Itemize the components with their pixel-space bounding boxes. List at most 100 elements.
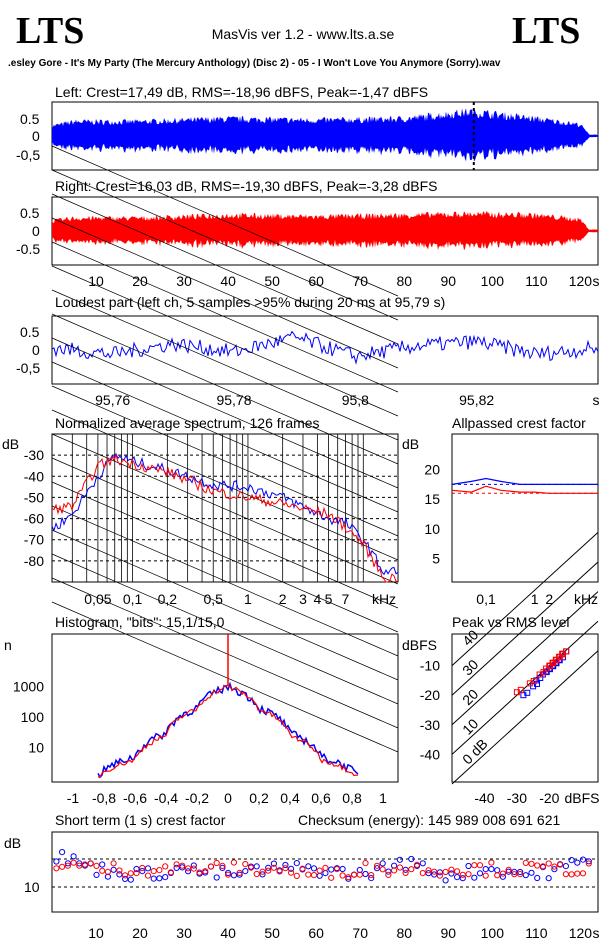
peak-rms-diagonal (451, 591, 599, 726)
peak-rms-ytick-label: -40 (420, 746, 440, 762)
histogram-xtick-label: 0,6 (311, 790, 331, 806)
short-crest-point (499, 873, 506, 880)
peak-rms-xtick-label: -20 (539, 790, 559, 806)
waveform-left-signal (52, 108, 598, 162)
peak-rms-frame (451, 633, 599, 783)
short-crest-point (293, 872, 300, 880)
short-crest-point (579, 870, 587, 877)
spectrum-slope-line (51, 601, 399, 753)
waveform-xtick-label: 70 (352, 273, 368, 289)
crest-allpass-left (451, 477, 598, 485)
short-crest-point (328, 874, 335, 881)
loudest-xtick-label: 95,8 (342, 392, 369, 408)
loudest-xtick-label: s (593, 392, 600, 408)
short-crest-point (328, 866, 335, 873)
short-crest-point (396, 856, 403, 863)
short-crest-point (511, 871, 518, 878)
crest-allpass-xtick-label: 1 (531, 591, 539, 607)
crest-allpass-right (451, 485, 598, 494)
short-crest-point (196, 869, 203, 876)
waveform-xtick-label: 10 (88, 273, 104, 289)
short-crest-point (293, 860, 300, 867)
short-crest-point (110, 866, 117, 873)
short-crest-point (81, 861, 89, 868)
spectrum-left (51, 452, 399, 576)
waveform-xtick-label: 80 (396, 273, 412, 289)
spectrum-slope-line (51, 553, 399, 705)
short-crest-point (362, 860, 369, 867)
histogram-xtick-label: 0,8 (342, 790, 362, 806)
short-crest-point (465, 871, 472, 878)
histogram-title: Histogram, "bits": 15,1/15,0 (55, 614, 225, 630)
peak-rms-point (524, 689, 531, 696)
short-crest-xticks: 10 20 30 40 50 60 70 80 90 100 110 120 s (88, 925, 599, 941)
short-crest-point (242, 861, 249, 868)
short-crest-point (133, 870, 140, 877)
crest-allpass-ytick-label: 15 (424, 491, 440, 507)
spectrum-grid (51, 145, 399, 753)
loudest-xtick-label: 95,76 (95, 392, 130, 408)
loudest-xticks: 95,76 95,78 95,8 95,82 s (95, 392, 599, 408)
short-crest-point (270, 860, 277, 867)
app-title: MasVis ver 1.2 - www.lts.a.se (211, 26, 395, 42)
short-crest-point (179, 864, 186, 871)
short-crest-point (574, 870, 581, 877)
histogram-xtick-label: 0,4 (280, 790, 300, 806)
short-crest-point (144, 865, 152, 872)
spectrum-title: Normalized average spectrum, 126 frames (55, 415, 320, 431)
short-crest-point (93, 862, 100, 870)
short-crest-point (436, 869, 443, 876)
short-crest-point (454, 874, 461, 881)
short-crest-point (562, 871, 570, 878)
short-crest-point (522, 859, 529, 867)
peak-rms-point (530, 677, 537, 684)
short-crest-point (391, 867, 398, 874)
spectrum-xtick-label: kHz (372, 591, 396, 607)
short-crest-point (225, 871, 232, 878)
histogram-xtick-label: 1 (379, 790, 387, 806)
short-crest-point (139, 868, 146, 875)
spectrum-slope-line (51, 505, 399, 657)
short-crest-point (396, 864, 403, 871)
histogram-frame (51, 633, 399, 783)
short-crest-point (528, 860, 535, 867)
short-crest-point (282, 865, 289, 872)
short-crest-point (373, 865, 381, 872)
short-crest-point (253, 863, 260, 870)
spectrum-slope-line (51, 481, 399, 633)
short-crest-point (488, 859, 495, 866)
short-crest-point (476, 870, 484, 877)
short-crest-xtick-label: s (593, 925, 600, 941)
short-crest-point (356, 871, 363, 878)
short-crest-point (471, 862, 478, 869)
peak-rms-yticks: -10 -20 -30 -40 (420, 658, 440, 763)
histogram-xtick-label: 0 (224, 790, 232, 806)
crest-allpass-yticks: 20 15 10 5 (424, 462, 440, 567)
short-crest-point (110, 860, 117, 867)
spectrum-right (51, 453, 398, 583)
spectrum-ytick-label: -30 (24, 447, 44, 463)
crest-allpass-ytick-label: 20 (424, 462, 440, 478)
short-crest-point (517, 871, 524, 878)
short-crest-point (127, 870, 134, 877)
wl-ytick: 0 (32, 128, 40, 144)
short-crest-point (345, 874, 352, 881)
peak-rms-diagonal-label: 0 dB (459, 736, 491, 768)
spectrum-xtick-label: 0,2 (158, 591, 178, 607)
short-crest-point (173, 864, 180, 872)
peak-rms-title: Peak vs RMS level (452, 614, 569, 630)
short-crest-point (242, 868, 249, 875)
short-crest-point (322, 864, 329, 872)
short-crest-point (76, 860, 83, 867)
short-crest-point (299, 865, 306, 872)
short-crest-point (162, 874, 169, 881)
short-crest-point (448, 866, 455, 873)
short-crest-point (539, 863, 547, 870)
short-crest-point (431, 868, 438, 875)
short-crest-point (522, 872, 529, 879)
spectrum-slope-line (51, 217, 399, 369)
short-crest-point (270, 864, 277, 871)
crest-allpass-yunit: dB (402, 436, 419, 452)
